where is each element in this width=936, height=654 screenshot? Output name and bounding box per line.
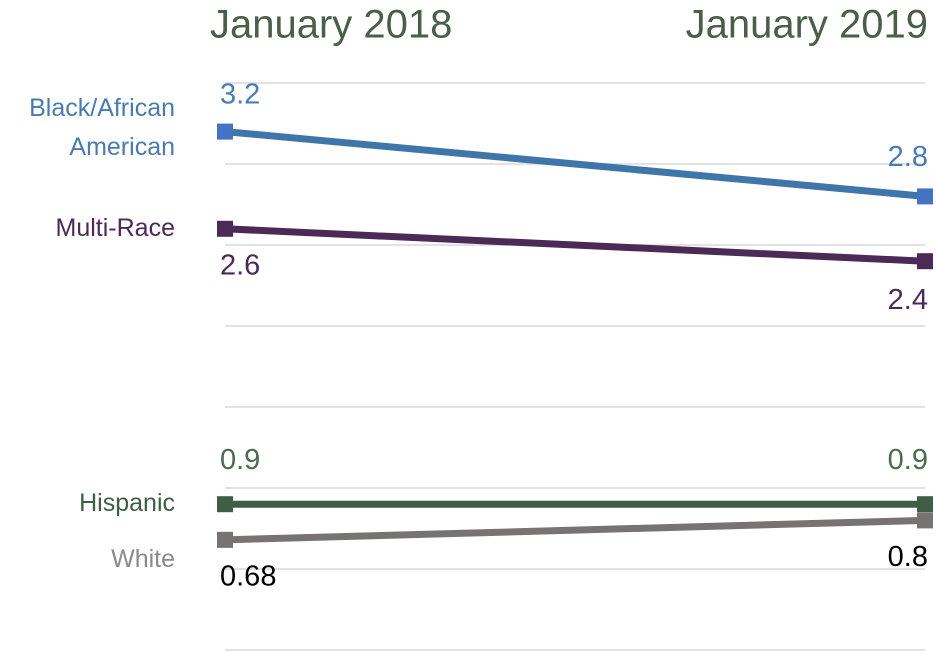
value-label: 0.9	[220, 444, 260, 476]
value-label: 2.6	[220, 249, 260, 281]
column-header: January 2018	[210, 3, 452, 47]
value-label: 0.8	[888, 541, 928, 573]
value-label: 0.9	[888, 444, 928, 476]
marker	[217, 123, 233, 140]
marker	[217, 220, 233, 237]
marker	[917, 253, 933, 270]
value-label: 3.2	[220, 78, 260, 110]
value-label: 2.8	[888, 141, 928, 173]
series-line	[224, 128, 926, 200]
series-line	[224, 516, 926, 544]
value-label: 2.4	[888, 284, 928, 316]
marker	[917, 188, 933, 205]
series-name: Multi-Race	[55, 213, 175, 242]
column-header: January 2019	[686, 3, 928, 47]
marker	[217, 531, 233, 548]
series-name: Black/African American	[29, 94, 175, 161]
value-label: 0.68	[220, 560, 276, 592]
marker	[217, 496, 233, 513]
series-name: Hispanic	[79, 488, 175, 517]
series-line	[224, 225, 926, 265]
marker	[917, 512, 933, 529]
marker	[917, 496, 933, 513]
series-name: White	[111, 544, 175, 573]
